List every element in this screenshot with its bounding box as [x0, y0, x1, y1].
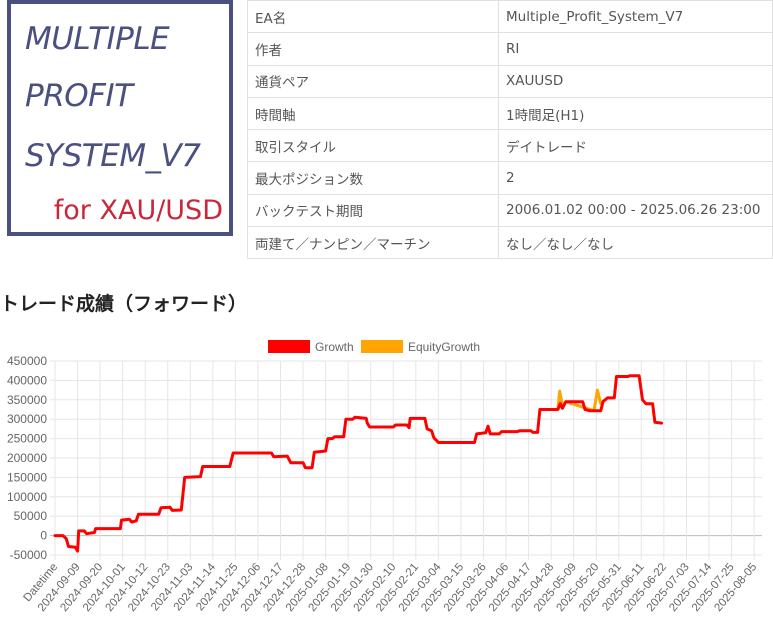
y-tick-label: 300000	[7, 412, 47, 426]
table-row: EA名 Multiple_Profit_System_V7	[247, 0, 773, 34]
row-value: デイトレード	[498, 129, 773, 163]
row-label: 取引スタイル	[247, 129, 499, 163]
chart-legend: Growth EquityGrowth	[268, 340, 480, 354]
logo-subtitle: for XAU/USD	[53, 195, 223, 226]
y-tick-label: 350000	[7, 393, 47, 407]
row-label: バックテスト期間	[247, 193, 499, 228]
legend-label: EquityGrowth	[408, 340, 480, 354]
ea-info-table: EA名 Multiple_Profit_System_V7 作者 RI 通貨ペア…	[247, 0, 773, 260]
row-label: 最大ポジション数	[247, 161, 499, 195]
y-tick-label: 0	[40, 529, 47, 543]
table-row: 最大ポジション数 2	[247, 161, 773, 195]
y-tick-label: -50000	[10, 548, 48, 562]
growth-chart: Growth EquityGrowth 450000 400000 350000 300…	[7, 340, 762, 614]
chart-grid	[50, 360, 762, 560]
logo-line-1: MULTIPLE	[25, 21, 170, 57]
row-value: 2006.01.02 00:00 - 2025.06.26 23:00	[498, 193, 773, 228]
row-value: 2	[498, 161, 773, 195]
row-label: EA名	[247, 0, 499, 34]
table-row: 作者 RI	[247, 32, 773, 66]
legend-label: Growth	[315, 340, 354, 354]
logo-line-2: PROFIT	[25, 78, 133, 114]
table-row: 取引スタイル デイトレード	[247, 129, 773, 163]
logo-line-3: SYSTEM_V7	[25, 138, 201, 174]
y-tick-label: 150000	[7, 470, 47, 484]
row-value: なし／なし／なし	[498, 226, 773, 260]
row-label: 通貨ペア	[247, 64, 499, 98]
chart-series	[53, 374, 664, 553]
legend-swatch	[268, 340, 310, 353]
y-tick-label: 400000	[7, 373, 47, 387]
row-label: 時間軸	[247, 96, 499, 131]
row-value: Multiple_Profit_System_V7	[498, 0, 773, 34]
row-label: 両建て／ナンピン／マーチン	[247, 226, 499, 260]
series-line-growth	[53, 374, 664, 553]
row-value: RI	[498, 32, 773, 66]
row-value: 1時間足(H1)	[498, 96, 773, 131]
legend-swatch	[361, 340, 403, 353]
x-axis: Datetime2024-09-092024-09-202024-10-0120…	[22, 561, 760, 614]
table-row: 通貨ペア XAUUSD	[247, 64, 773, 98]
row-value: XAUUSD	[498, 64, 773, 98]
y-tick-label: 450000	[7, 354, 47, 368]
product-logo: MULTIPLE PROFIT SYSTEM_V7 for XAU/USD	[7, 0, 233, 236]
table-row: バックテスト期間 2006.01.02 00:00 - 2025.06.26 2…	[247, 193, 773, 228]
y-tick-label: 200000	[7, 451, 47, 465]
y-tick-label: 250000	[7, 432, 47, 446]
y-tick-label: 100000	[7, 490, 47, 504]
table-row: 両建て／ナンピン／マーチン なし／なし／なし	[247, 226, 773, 260]
y-axis: 450000 400000 350000 300000 250000 200000 1500…	[7, 354, 47, 562]
y-tick-label: 50000	[14, 509, 48, 523]
section-heading: トレード成績（フォワード）	[0, 293, 248, 315]
table-row: 時間軸 1時間足(H1)	[247, 96, 773, 131]
row-label: 作者	[247, 32, 499, 66]
